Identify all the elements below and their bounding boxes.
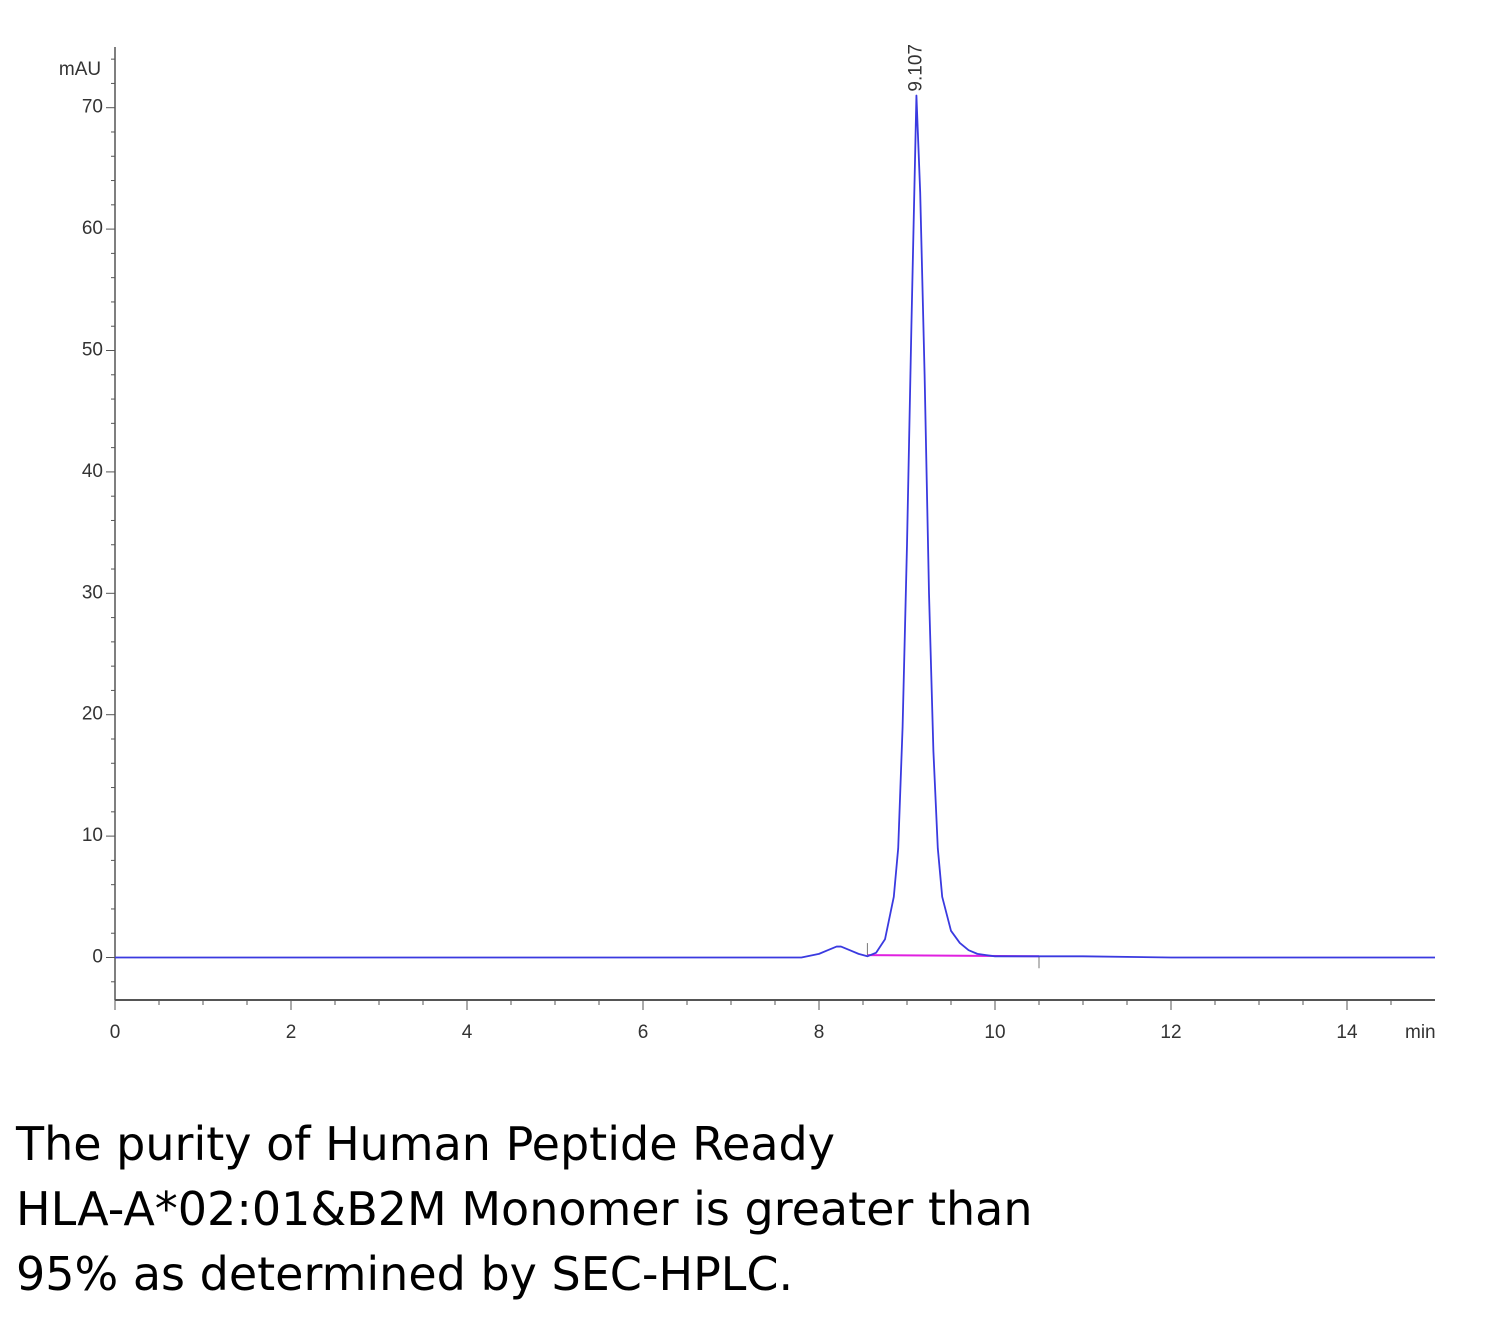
y-axis-label: mAU bbox=[59, 59, 101, 80]
x-tick-label: 12 bbox=[1160, 1022, 1181, 1043]
x-tick-label: 6 bbox=[638, 1022, 649, 1043]
trace bbox=[115, 94, 1435, 959]
x-axis-label: min bbox=[1405, 1022, 1436, 1043]
y-tick-label: 70 bbox=[82, 97, 103, 118]
x-tick-label: 2 bbox=[286, 1022, 297, 1043]
caption-line: 95% as determined by SEC-HPLC. bbox=[16, 1247, 793, 1301]
y-tick-label: 0 bbox=[92, 947, 103, 968]
x-tick-label: 4 bbox=[462, 1022, 473, 1043]
peak-label: 9.107 bbox=[905, 44, 926, 92]
y-tick-label: 10 bbox=[82, 825, 103, 846]
x-tick-label: 0 bbox=[110, 1022, 121, 1043]
x-tick-label: 10 bbox=[984, 1022, 1005, 1043]
y-tick-label: 20 bbox=[82, 704, 103, 725]
caption-line: HLA-A*02:01&B2M Monomer is greater than bbox=[16, 1182, 1033, 1236]
x-tick-label: 14 bbox=[1336, 1022, 1358, 1043]
y-tick-label: 60 bbox=[82, 218, 103, 239]
y-tick-label: 30 bbox=[82, 582, 103, 603]
y-tick-label: 50 bbox=[82, 340, 103, 361]
y-tick-label: 40 bbox=[82, 461, 103, 482]
caption-line: The purity of Human Peptide Ready bbox=[15, 1117, 835, 1171]
x-tick-label: 8 bbox=[814, 1022, 825, 1043]
